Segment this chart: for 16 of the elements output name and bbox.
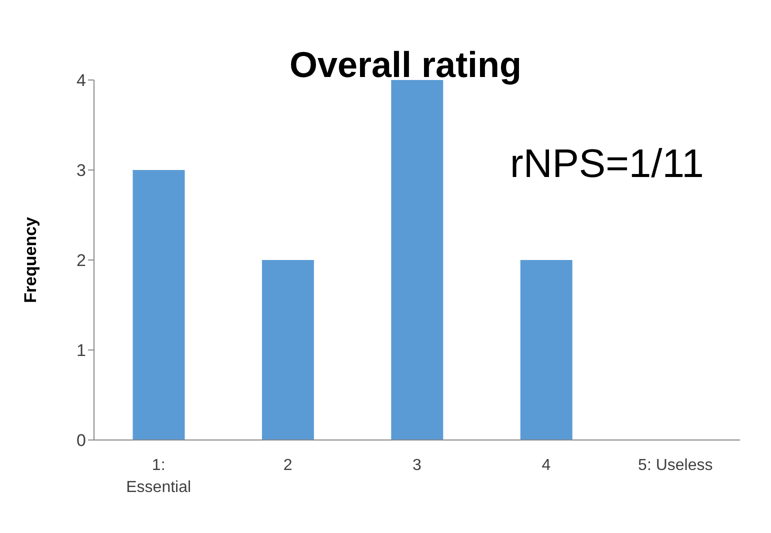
y-tick-label: 2 bbox=[76, 251, 86, 270]
annotation: rNPS=1/11 bbox=[510, 142, 704, 187]
y-tick-label: 1 bbox=[76, 341, 86, 360]
x-tick-label: 4 bbox=[542, 457, 551, 474]
y-axis-title: Frequency bbox=[21, 216, 40, 303]
x-tick-label: 1: Essential bbox=[126, 457, 192, 496]
chart-title: Overall rating bbox=[289, 44, 522, 85]
y-tick-label: 3 bbox=[76, 161, 86, 180]
bar bbox=[132, 170, 185, 440]
x-tick-label: 2 bbox=[283, 457, 292, 474]
y-tick-label: 0 bbox=[76, 431, 86, 450]
bar bbox=[262, 260, 314, 440]
x-tick-label: 5: Useless bbox=[638, 457, 713, 474]
x-tick-label: 3 bbox=[412, 457, 422, 474]
y-tick-label: 4 bbox=[76, 71, 86, 90]
bar bbox=[520, 260, 572, 440]
